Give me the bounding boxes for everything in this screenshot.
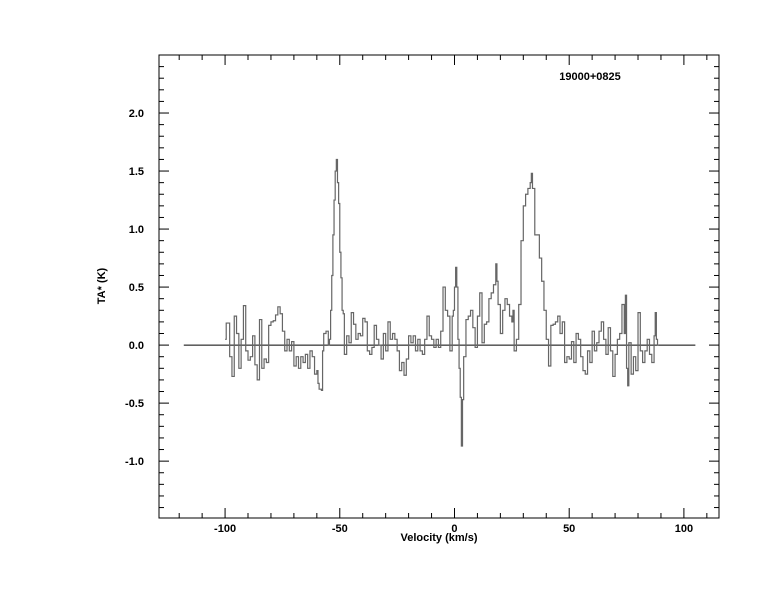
plot-frame: [158, 54, 720, 519]
chart-title: 19000+0825: [559, 71, 620, 83]
y-axis-label: TA* (K): [96, 267, 108, 304]
x-tick-label: -100: [214, 523, 236, 535]
x-tick-label: -50: [332, 523, 348, 535]
y-tick-label: -1.0: [125, 456, 144, 468]
y-tick-label: 2.0: [129, 108, 144, 120]
x-axis-label: Velocity (km/s): [400, 532, 477, 544]
spectrum-line: [225, 158, 659, 447]
x-tick-label: 100: [675, 523, 693, 535]
x-tick-label: 50: [563, 523, 575, 535]
y-tick-label: 1.0: [129, 224, 144, 236]
axis-ticks: [159, 55, 719, 518]
tick-labels: -100 -50 0 50 100 -1.0 -0.5 0.0 0.5 1.0 1.5 2.0: [125, 108, 693, 535]
y-tick-label: -0.5: [125, 398, 144, 410]
x-tick-label: 0: [451, 523, 457, 535]
y-tick-label: 1.5: [129, 166, 144, 178]
y-tick-label: 0.0: [129, 340, 144, 352]
y-tick-label: 0.5: [129, 282, 144, 294]
